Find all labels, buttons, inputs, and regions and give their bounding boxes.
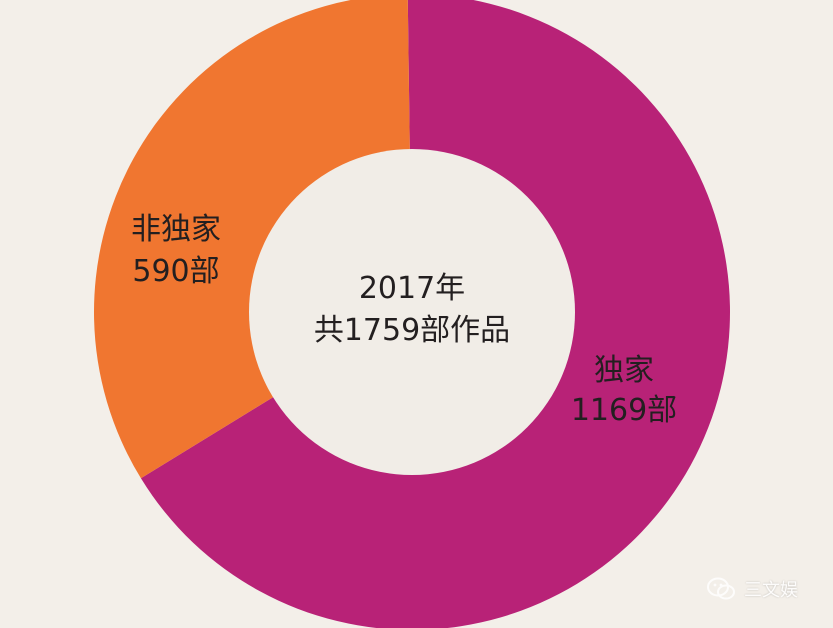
slice-label-nonexclusive-name: 非独家 — [131, 212, 221, 247]
slice-label-exclusive-name: 独家 — [594, 353, 654, 388]
watermark-text: 三文娱 — [744, 580, 798, 601]
center-label-year: 2017年 — [359, 271, 465, 306]
watermark: 三文娱 — [706, 576, 798, 602]
donut-hole — [249, 149, 575, 475]
wechat-icon — [707, 577, 735, 600]
slice-label-nonexclusive-value: 590部 — [132, 254, 219, 289]
slice-label-exclusive-value: 1169部 — [571, 393, 677, 428]
center-label-total: 共1759部作品 — [314, 313, 510, 348]
